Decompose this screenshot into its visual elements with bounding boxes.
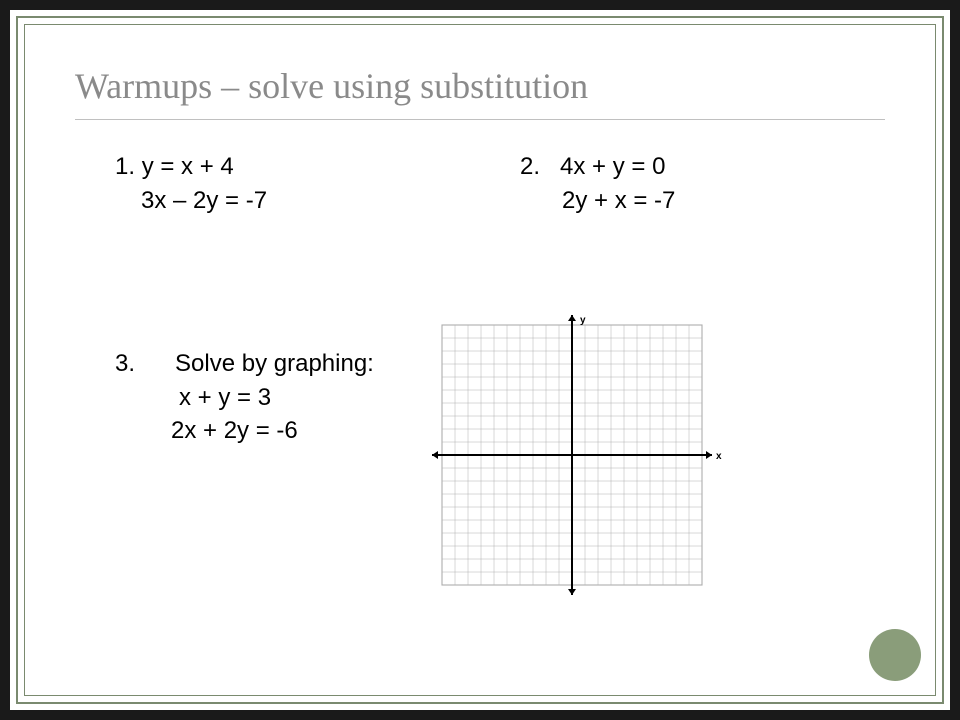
problem-1-line2: 3x – 2y = -7 [115, 184, 480, 218]
graph-svg: yx [414, 307, 734, 607]
problem-2-line2: 2y + x = -7 [520, 184, 885, 218]
problem-1: 1. y = x + 4 3x – 2y = -7 [115, 150, 480, 217]
problem-1-line1: y = x + 4 [142, 153, 234, 180]
problem-2: 2. 4x + y = 0 2y + x = -7 [520, 150, 885, 217]
circle-accent-icon [869, 629, 921, 681]
slide-title: Warmups – solve using substitution [75, 65, 885, 107]
slide-frame-inner: Warmups – solve using substitution 1. y … [24, 24, 936, 696]
title-underline [75, 119, 885, 120]
problem-2-num: 2. [520, 153, 540, 180]
slide-frame-outer: Warmups – solve using substitution 1. y … [16, 16, 944, 704]
problems-row: 1. y = x + 4 3x – 2y = -7 2. 4x + y = 0 … [115, 150, 885, 217]
problem-3-line2: 2x + 2y = -6 [115, 414, 374, 448]
svg-text:y: y [580, 315, 586, 326]
problem-3-num: 3. [115, 350, 135, 377]
slide-outer: Warmups – solve using substitution 1. y … [10, 10, 950, 710]
problem-3: 3. Solve by graphing: x + y = 3 2x + 2y … [115, 347, 374, 448]
problem-2-line1: 4x + y = 0 [560, 153, 665, 180]
problem-1-num: 1. [115, 153, 135, 180]
problem-3-line1: x + y = 3 [115, 381, 374, 415]
coordinate-graph: yx [414, 307, 734, 587]
svg-text:x: x [716, 451, 722, 462]
problem-3-area: 3. Solve by graphing: x + y = 3 2x + 2y … [115, 347, 885, 587]
problem-3-prompt: Solve by graphing: [175, 350, 374, 377]
